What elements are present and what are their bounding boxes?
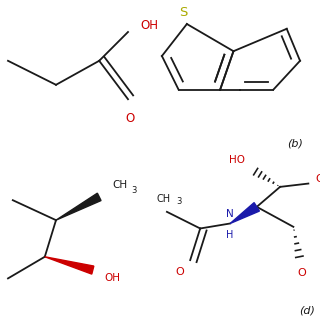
Text: OH: OH [141,19,159,32]
Text: O: O [176,267,185,277]
Text: OH: OH [104,273,120,284]
Text: (b): (b) [287,139,303,149]
Text: H: H [227,230,234,240]
Text: HO: HO [229,155,245,165]
Text: CH: CH [156,194,171,204]
Text: S: S [180,6,188,19]
Polygon shape [56,193,101,220]
Text: (d): (d) [299,305,315,315]
Polygon shape [45,257,94,274]
Text: 3: 3 [177,196,182,205]
Text: N: N [226,209,234,219]
Text: CH: CH [112,180,127,190]
Polygon shape [230,203,260,223]
Text: O: O [297,268,306,278]
Text: O: O [315,173,320,184]
Text: 3: 3 [131,186,137,195]
Text: O: O [125,112,134,125]
